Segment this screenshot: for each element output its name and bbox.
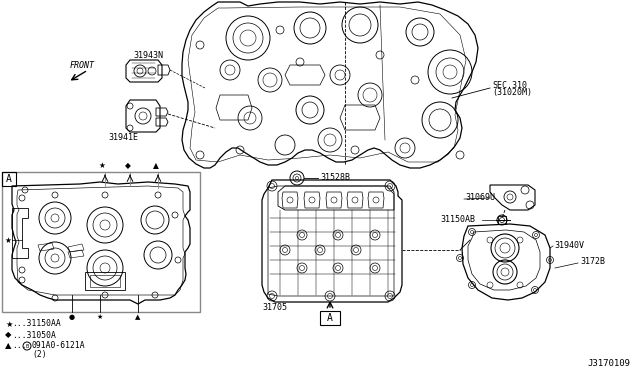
- Text: 091A0-6121A: 091A0-6121A: [32, 341, 86, 350]
- Bar: [2, 172, 16, 186]
- Text: ▲: ▲: [135, 314, 141, 320]
- Text: ◆: ◆: [125, 161, 131, 170]
- Text: ★: ★: [99, 161, 106, 170]
- Text: ...31150AA: ...31150AA: [12, 320, 61, 328]
- Bar: [320, 311, 340, 325]
- Text: ▲: ▲: [5, 341, 12, 350]
- Text: 31150AB: 31150AB: [440, 215, 475, 224]
- Text: 31069U: 31069U: [465, 193, 495, 202]
- Text: ★: ★: [5, 320, 13, 328]
- Text: ★: ★: [4, 235, 12, 244]
- Bar: [2, 172, 200, 312]
- Text: 31705: 31705: [262, 304, 287, 312]
- Text: ●: ●: [69, 314, 75, 320]
- Text: 31940V: 31940V: [554, 241, 584, 250]
- Text: 3172B: 3172B: [580, 257, 605, 266]
- Text: A: A: [6, 174, 12, 184]
- Text: A: A: [327, 313, 333, 323]
- Text: 31941E: 31941E: [108, 132, 138, 141]
- Text: J3170109: J3170109: [587, 359, 630, 369]
- Text: ◆: ◆: [5, 330, 12, 340]
- Text: ▲: ▲: [153, 161, 159, 170]
- Text: ★: ★: [97, 314, 103, 320]
- Text: 31943N: 31943N: [133, 51, 163, 60]
- Bar: [498, 216, 506, 224]
- Text: FRONT: FRONT: [70, 61, 95, 70]
- Text: (31020M): (31020M): [492, 89, 532, 97]
- Text: ...: ...: [12, 341, 27, 350]
- Text: (2): (2): [32, 350, 47, 359]
- Text: 31528B: 31528B: [320, 173, 350, 182]
- Text: B: B: [26, 343, 29, 349]
- Text: SEC.310: SEC.310: [492, 80, 527, 90]
- Text: ...31050A: ...31050A: [12, 330, 56, 340]
